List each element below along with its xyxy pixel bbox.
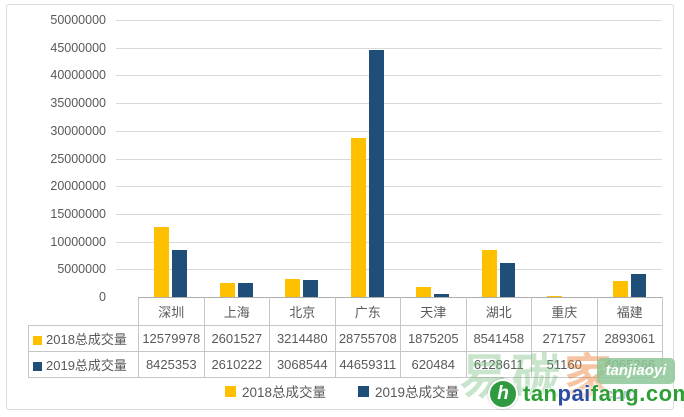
bar-2018总成交量-重庆 <box>547 295 563 297</box>
bar-group-福建 <box>597 20 663 297</box>
bar-2019总成交量-上海 <box>237 282 253 297</box>
gridline <box>116 103 662 105</box>
gridline <box>116 241 662 243</box>
bar-2019总成交量-天津 <box>434 293 450 297</box>
plot-area <box>138 20 662 297</box>
gridline <box>116 75 662 77</box>
value-cell-2019总成交量-重庆: 51160 <box>531 351 598 378</box>
value-cell-2019总成交量-广东: 44659311 <box>334 351 401 378</box>
value-cell-2018总成交量-福建: 2893061 <box>596 325 663 352</box>
series-key-swatch <box>33 362 42 371</box>
bar-2019总成交量-广东 <box>368 49 384 297</box>
series-row-label: 2018总成交量 <box>28 325 139 352</box>
y-tick-label: 25000000 <box>50 151 106 166</box>
y-tick-label: 20000000 <box>50 179 106 194</box>
value-cell-2019总成交量-北京: 3068544 <box>269 351 336 378</box>
bar-2018总成交量-深圳 <box>154 227 170 297</box>
bar-group-湖北 <box>466 20 532 297</box>
data-table: 深圳 上海 北京 广东 天津 湖北 重庆 福建 2018总成交量 12579978 2601527… <box>28 297 663 378</box>
value-cell-2018总成交量-天津: 1875205 <box>400 325 467 352</box>
bar-2018总成交量-广东 <box>350 137 366 297</box>
y-tick-label: 10000000 <box>50 234 106 249</box>
bar-group-重庆 <box>531 20 597 297</box>
bar-2019总成交量-北京 <box>303 280 319 297</box>
table-corner-cell <box>29 298 139 326</box>
bar-2018总成交量-上海 <box>219 282 235 297</box>
bar-2019总成交量-深圳 <box>172 250 188 297</box>
table-row-2019总成交量: 2019总成交量 8425353 2610222 3068544 44659311 620… <box>28 351 663 378</box>
category-header-天津: 天津 <box>400 297 467 326</box>
bar-2018总成交量-福建 <box>612 280 628 297</box>
category-header-福建: 福建 <box>596 297 663 326</box>
bar-group-天津 <box>400 20 466 297</box>
legend-label: 2019总成交量 <box>375 385 460 400</box>
y-tick-label: 45000000 <box>50 40 106 55</box>
legend-item-2018总成交量: 2018总成交量 <box>224 381 326 401</box>
y-tick-label: 15000000 <box>50 206 106 221</box>
series-key-swatch <box>33 336 42 345</box>
y-tick-label: 0 <box>99 290 106 304</box>
category-header-北京: 北京 <box>269 297 336 326</box>
gridline <box>116 158 662 160</box>
category-header-重庆: 重庆 <box>531 297 598 326</box>
y-tick-label: 5000000 <box>57 262 106 277</box>
category-header-湖北: 湖北 <box>465 297 532 326</box>
bar-2019总成交量-重庆 <box>565 296 581 297</box>
y-tick-label: 35000000 <box>50 96 106 111</box>
legend-swatch <box>224 385 236 397</box>
legend-item-2019总成交量: 2019总成交量 <box>358 381 459 401</box>
gridline <box>116 47 662 49</box>
value-cell-2018总成交量-北京: 3214480 <box>269 325 336 352</box>
value-cell-2018总成交量-湖北: 8541458 <box>465 325 532 352</box>
value-cell-2018总成交量-上海: 2601527 <box>203 325 270 352</box>
bar-2019总成交量-湖北 <box>499 263 515 297</box>
gridline <box>116 269 662 271</box>
bar-2018总成交量-天津 <box>416 286 432 297</box>
value-cell-2018总成交量-重庆: 271757 <box>531 325 598 352</box>
bar-2019总成交量-福建 <box>630 274 646 297</box>
series-row-label: 2019总成交量 <box>28 351 139 378</box>
y-tick-label: 50000000 <box>50 13 106 27</box>
chart-legend: 2018总成交量 2019总成交量 <box>0 381 684 401</box>
category-header-上海: 上海 <box>203 297 270 326</box>
value-cell-2019总成交量-湖北: 6128611 <box>465 351 532 378</box>
gridline <box>116 213 662 215</box>
bar-group-北京 <box>269 20 335 297</box>
value-cell-2018总成交量-深圳: 12579978 <box>138 325 205 352</box>
category-header-深圳: 深圳 <box>138 297 205 326</box>
value-cell-2019总成交量-福建: 4065266 <box>596 351 663 378</box>
gridline <box>116 20 662 21</box>
data-table-header: 深圳 上海 北京 广东 天津 湖北 重庆 福建 <box>29 297 663 326</box>
gridline <box>116 186 662 188</box>
bar-group-广东 <box>335 20 401 297</box>
bar-group-上海 <box>204 20 270 297</box>
value-cell-2018总成交量-广东: 28755708 <box>334 325 401 352</box>
y-tick-label: 40000000 <box>50 68 106 83</box>
value-cell-2019总成交量-深圳: 8425353 <box>138 351 205 378</box>
table-row-2018总成交量: 2018总成交量 12579978 2601527 3214480 28755708 18… <box>28 325 663 352</box>
bar-2018总成交量-湖北 <box>481 249 497 297</box>
y-tick-label: 30000000 <box>50 123 106 138</box>
y-axis: 50000000 45000000 40000000 35000000 30000000… <box>0 0 106 304</box>
gridlines <box>116 20 662 297</box>
value-cell-2019总成交量-上海: 2610222 <box>203 351 270 378</box>
gridline <box>116 130 662 132</box>
bar-2018总成交量-北京 <box>285 279 301 297</box>
category-header-广东: 广东 <box>334 297 401 326</box>
value-cell-2019总成交量-天津: 620484 <box>400 351 467 378</box>
legend-swatch <box>358 385 369 397</box>
data-table-body: 2018总成交量 12579978 2601527 3214480 28755708 18… <box>28 325 663 378</box>
legend-label: 2018总成交量 <box>241 385 326 400</box>
bar-group-深圳 <box>138 20 204 297</box>
